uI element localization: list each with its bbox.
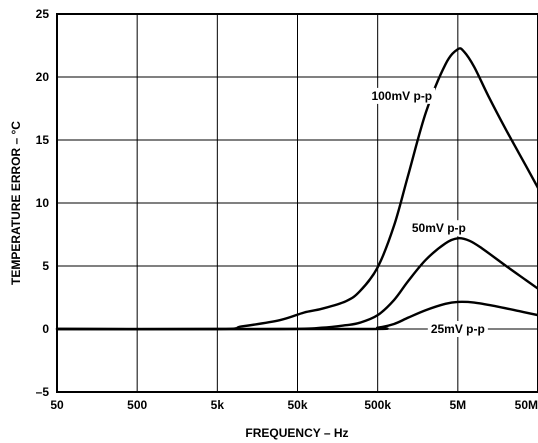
x-tick-label: 50M	[515, 398, 538, 412]
x-tick-label: 5k	[211, 398, 225, 412]
y-tick-label: 0	[42, 322, 49, 336]
y-tick-label: 20	[36, 70, 50, 84]
series-label-1: 50mV p-p	[412, 221, 466, 235]
series-line-2	[55, 300, 538, 331]
x-tick-label: 50k	[287, 398, 307, 412]
x-tick-label: 500	[127, 398, 147, 412]
x-axis-title: FREQUENCY – Hz	[245, 426, 348, 440]
series-label-0: 100mV p-p	[371, 89, 432, 103]
series-line-0	[55, 47, 538, 331]
x-tick-label: 500k	[364, 398, 391, 412]
series-label-2: 25mV p-p	[431, 322, 485, 336]
y-tick-label: 5	[42, 259, 49, 273]
y-tick-label: 10	[36, 196, 50, 210]
y-tick-label: –5	[36, 385, 50, 399]
x-tick-label: 5M	[449, 398, 466, 412]
series-label-background	[408, 220, 469, 237]
series-label-background	[368, 87, 436, 104]
curves	[55, 47, 538, 331]
y-axis-title: TEMPERATURE ERROR – °C	[9, 121, 23, 285]
series-label-background	[427, 321, 488, 337]
plot-frame	[56, 13, 538, 393]
y-tick-label: 25	[36, 7, 50, 21]
x-tick-label: 50	[50, 398, 64, 412]
series-labels: 100mV p-p 50mV p-p 25mV p-p	[368, 87, 488, 337]
y-tick-label: 15	[36, 133, 50, 147]
